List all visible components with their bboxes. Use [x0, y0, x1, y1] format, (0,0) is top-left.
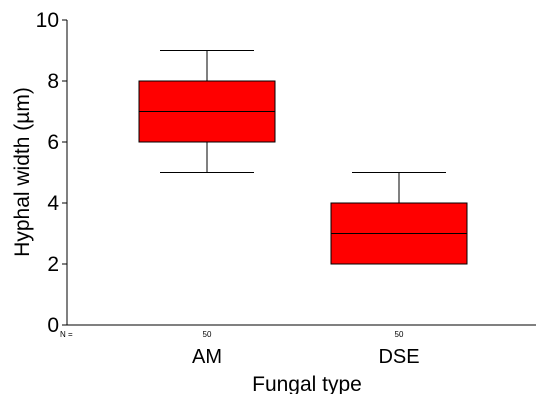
- x-axis-title: Fungal type: [252, 373, 362, 394]
- y-tick-label: 8: [47, 70, 59, 93]
- category-label: AM: [192, 346, 222, 368]
- y-tick-label: 2: [47, 253, 59, 276]
- y-tick-label: 0: [47, 314, 59, 337]
- y-axis-title: Hyphal width (µm): [11, 87, 34, 257]
- x-labels: 50 AM 50 DSE: [192, 330, 420, 368]
- y-tick-label: 4: [47, 192, 59, 215]
- n-prefix-label: N =: [60, 330, 73, 339]
- category-label: DSE: [378, 346, 419, 368]
- box-am: [138, 50, 276, 173]
- y-tick-label: 6: [47, 131, 59, 154]
- n-count-label: 50: [395, 330, 404, 339]
- n-count-label: 50: [203, 330, 212, 339]
- box-dse: [330, 172, 468, 265]
- y-tick-label: 10: [36, 9, 59, 32]
- boxes: [138, 50, 468, 265]
- y-ticks: 0 2 4 6 8 10: [36, 9, 67, 337]
